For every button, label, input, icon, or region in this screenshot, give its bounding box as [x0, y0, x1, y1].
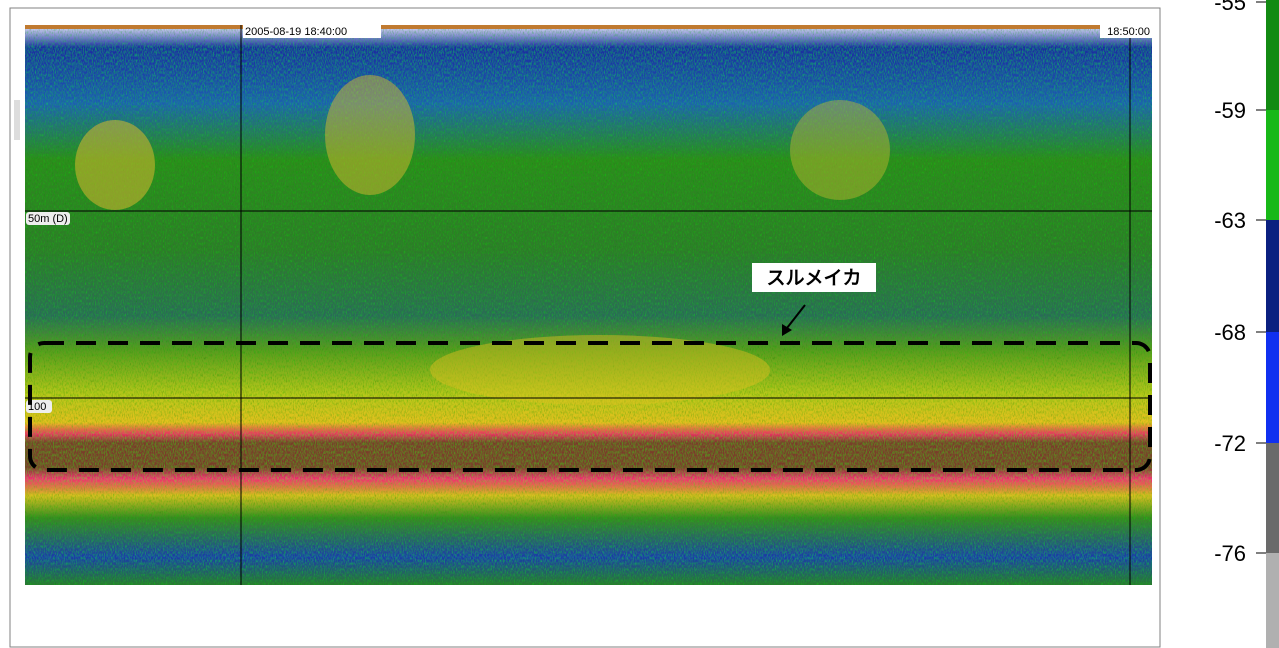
scale-swatch	[1266, 553, 1279, 648]
layer	[430, 335, 770, 405]
scale-swatch	[1266, 0, 1279, 110]
time-label: 2005-08-19 18:40:00	[245, 26, 347, 38]
scale-swatch	[1266, 443, 1279, 553]
scale-swatch	[1266, 110, 1279, 220]
scale-label: -63	[1214, 208, 1246, 233]
scale-label: -68	[1214, 320, 1246, 345]
top-strip	[25, 25, 1152, 29]
scale-swatch	[1266, 220, 1279, 332]
depth-label: 50m (D)	[28, 213, 68, 225]
screenshot: 2005-08-19 18:40:00 18:50:00 50m (D) 100…	[0, 0, 1279, 648]
echogram: 2005-08-19 18:40:00 18:50:00 50m (D) 100	[25, 25, 1152, 585]
scale-label: -55	[1214, 0, 1246, 15]
school	[790, 100, 890, 200]
scale-label: -59	[1214, 98, 1246, 123]
school	[75, 120, 155, 210]
color-scale: -55 -59 -63 -68 -72 -76	[1214, 0, 1279, 648]
scale-swatch	[1266, 332, 1279, 443]
page: {"echogram": {"start_time": "2005-08-19 …	[0, 0, 1279, 648]
side-handle	[14, 100, 20, 140]
time-label: 18:50:00	[1107, 26, 1150, 38]
scale-label: -76	[1214, 541, 1246, 566]
echogram-image	[25, 25, 1152, 585]
scale-label: -72	[1214, 431, 1246, 456]
annotation: スルメイカ	[766, 267, 861, 289]
school	[325, 75, 415, 195]
